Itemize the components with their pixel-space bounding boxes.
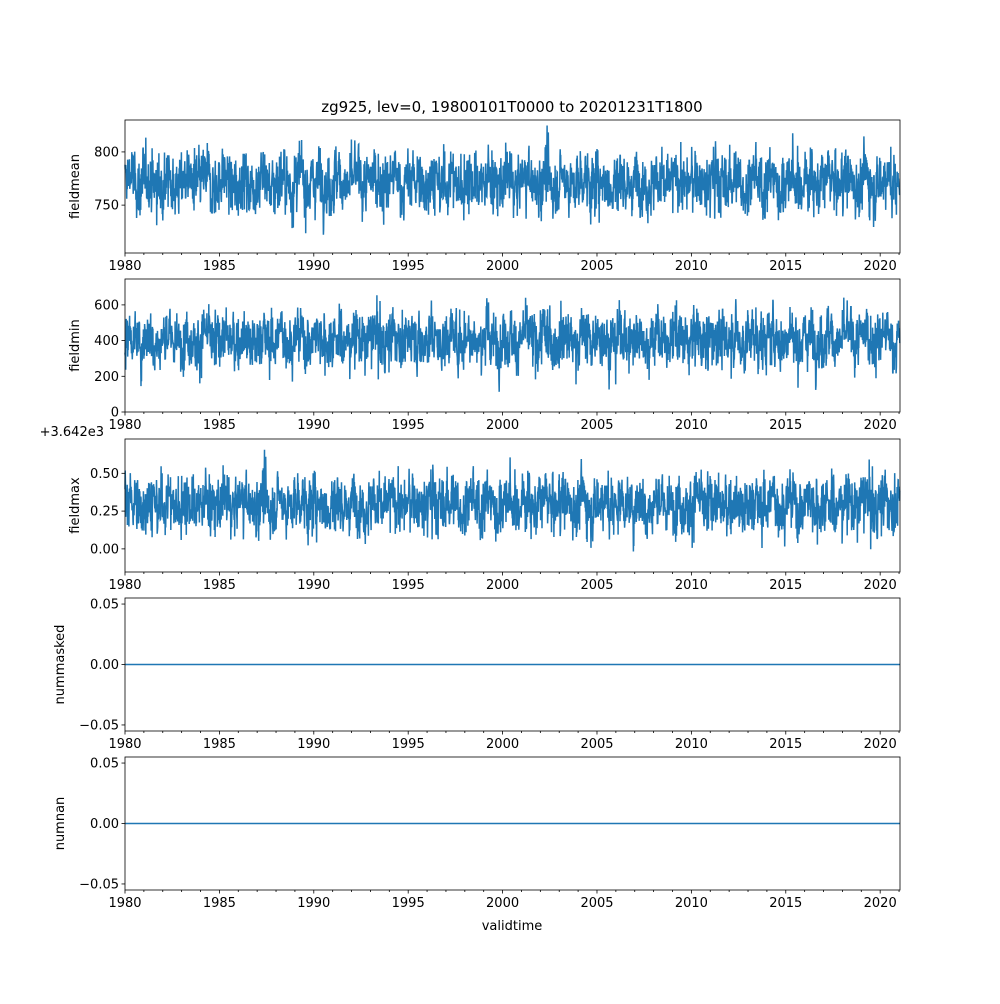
- x-tick-label: 2000: [486, 418, 519, 433]
- y-tick-label: 200: [94, 370, 119, 385]
- x-axis-label: validtime: [482, 919, 543, 934]
- x-tick-label: 2020: [864, 259, 897, 274]
- series-line-fieldmean: [124, 125, 901, 235]
- y-tick-label: 400: [94, 334, 119, 349]
- x-tick-label: 1990: [297, 418, 330, 433]
- x-tick-label: 2015: [769, 896, 802, 911]
- x-tick-label: 2005: [580, 578, 613, 593]
- x-tick-label: 2005: [580, 737, 613, 752]
- x-tick-label: 2010: [675, 578, 708, 593]
- x-tick-label: 2000: [486, 259, 519, 274]
- y-offset-text: +3.642e3: [40, 425, 104, 440]
- y-tick-label: 0.00: [90, 817, 119, 832]
- x-tick-label: 1990: [297, 578, 330, 593]
- axes-frame-fieldmin: [124, 278, 901, 413]
- y-tick-label: 0.05: [90, 598, 119, 613]
- x-tick-label: 2005: [580, 418, 613, 433]
- x-tick-label: 1980: [108, 259, 141, 274]
- x-tick-label: 1985: [203, 418, 236, 433]
- y-tick-label: 800: [94, 145, 119, 160]
- y-axis-label-numnan: numnan: [53, 797, 68, 851]
- x-tick-label: 2020: [864, 737, 897, 752]
- x-tick-label: 2020: [864, 896, 897, 911]
- series-line-fieldmin: [124, 295, 901, 392]
- y-tick-label: −0.05: [79, 718, 119, 733]
- x-tick-label: 2015: [769, 578, 802, 593]
- x-tick-label: 1980: [108, 578, 141, 593]
- x-tick-label: 2010: [675, 737, 708, 752]
- x-tick-label: 2020: [864, 578, 897, 593]
- y-axis-label-fieldmax: fieldmax: [68, 477, 83, 534]
- series-line-fieldmax: [124, 449, 901, 552]
- x-tick-label: 1980: [108, 418, 141, 433]
- x-tick-label: 1980: [108, 896, 141, 911]
- y-tick-label: 600: [94, 298, 119, 313]
- x-tick-label: 1990: [297, 259, 330, 274]
- x-tick-label: 1995: [392, 737, 425, 752]
- x-tick-label: 1985: [203, 578, 236, 593]
- x-tick-label: 1980: [108, 737, 141, 752]
- x-tick-label: 1985: [203, 259, 236, 274]
- x-tick-label: 2010: [675, 259, 708, 274]
- x-tick-label: 1995: [392, 418, 425, 433]
- x-tick-label: 2000: [486, 896, 519, 911]
- x-tick-label: 2015: [769, 259, 802, 274]
- axes-frame-fieldmean: [124, 119, 901, 254]
- x-tick-label: 1985: [203, 896, 236, 911]
- x-tick-label: 2010: [675, 418, 708, 433]
- x-tick-label: 2000: [486, 578, 519, 593]
- x-tick-label: 1995: [392, 578, 425, 593]
- x-tick-label: 2020: [864, 418, 897, 433]
- y-axis-label-nummasked: nummasked: [53, 625, 68, 705]
- y-tick-label: 0: [111, 406, 119, 421]
- x-tick-label: 1990: [297, 896, 330, 911]
- x-tick-label: 2000: [486, 737, 519, 752]
- x-tick-label: 2015: [769, 418, 802, 433]
- y-tick-label: 0.25: [90, 505, 119, 520]
- x-tick-label: 2005: [580, 896, 613, 911]
- x-tick-label: 1990: [297, 737, 330, 752]
- y-tick-label: 0.00: [90, 658, 119, 673]
- x-tick-label: 2005: [580, 259, 613, 274]
- y-tick-label: 0.00: [90, 542, 119, 557]
- y-tick-label: 750: [94, 199, 119, 214]
- x-tick-label: 1995: [392, 896, 425, 911]
- y-tick-label: 0.05: [90, 757, 119, 772]
- chart-title: zg925, lev=0, 19800101T0000 to 20201231T…: [321, 98, 702, 116]
- y-axis-label-fieldmean: fieldmean: [68, 154, 83, 219]
- y-tick-label: −0.05: [79, 877, 119, 892]
- y-axis-label-fieldmin: fieldmin: [68, 319, 83, 372]
- x-tick-label: 1995: [392, 259, 425, 274]
- x-tick-label: 2015: [769, 737, 802, 752]
- x-tick-label: 2010: [675, 896, 708, 911]
- x-tick-label: 1985: [203, 737, 236, 752]
- y-tick-label: 0.50: [90, 467, 119, 482]
- axes-frame-fieldmax: [124, 438, 901, 573]
